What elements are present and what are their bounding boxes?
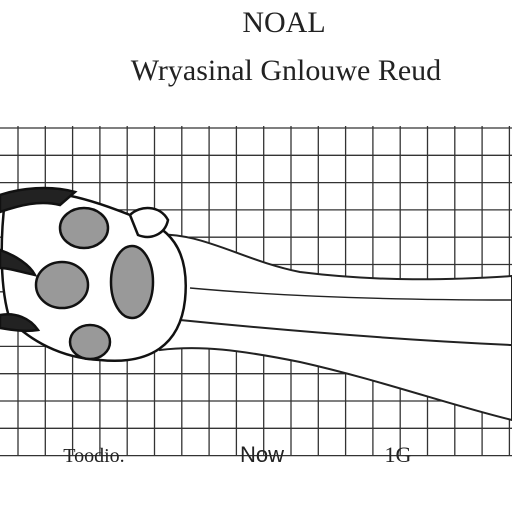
footer-label: Toodio. xyxy=(63,445,124,467)
bone xyxy=(148,233,512,422)
paw xyxy=(0,186,187,362)
footer-label: Now xyxy=(240,442,284,467)
pad xyxy=(34,260,90,310)
subtitle: Wryasinal Gnlouwe Reud xyxy=(131,54,441,87)
claw xyxy=(0,186,78,214)
claw xyxy=(0,248,38,277)
bone-line xyxy=(179,319,512,346)
pad xyxy=(58,206,110,250)
footer-label: 1G xyxy=(385,442,412,467)
pad xyxy=(68,323,112,361)
bone-shaft xyxy=(148,233,512,422)
pad xyxy=(109,244,155,320)
title: NOAL xyxy=(242,6,325,39)
bone-line xyxy=(189,287,512,301)
claw xyxy=(0,313,41,333)
knuckle xyxy=(128,206,170,239)
